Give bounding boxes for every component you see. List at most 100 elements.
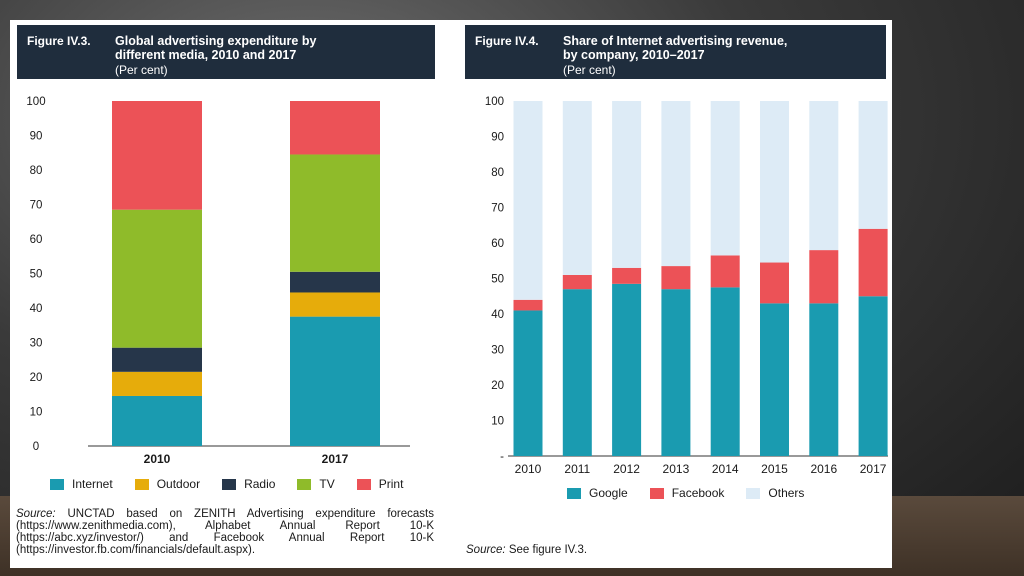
- legend-item-tv: TV: [297, 477, 335, 491]
- figure-iv4-number: Figure IV.4.: [475, 34, 539, 48]
- internet-revenue-legend: Google Facebook Others: [567, 486, 826, 500]
- legend-item-internet: Internet: [50, 477, 113, 491]
- x-tick-label: 2016: [810, 462, 837, 475]
- bar-outdoor-2017: [290, 292, 380, 317]
- legend-item-facebook: Facebook: [649, 486, 725, 500]
- x-tick-label: 2017: [860, 462, 887, 475]
- legend-label: Print: [378, 477, 404, 491]
- x-tick-label: 2015: [761, 462, 788, 475]
- advertising-media-chart: 0 10 20 30 40 50 60 70 80 90 100 2010 2017: [26, 96, 410, 466]
- figure-iv3-title: Global advertising expenditure by differ…: [115, 34, 415, 62]
- legend-swatch: [222, 478, 237, 490]
- bar-radio-2010: [112, 347, 202, 372]
- figure-iv4-header: Figure IV.4. Share of Internet advertisi…: [465, 25, 886, 79]
- legend-label: Outdoor: [156, 477, 201, 491]
- legend-label: Facebook: [671, 486, 725, 500]
- bar-google-2017: [858, 296, 888, 456]
- legend-item-print: Print: [356, 477, 404, 491]
- figure-iv3-number: Figure IV.3.: [27, 34, 91, 48]
- bar-facebook-2015: [760, 262, 789, 304]
- y-tick-label: 100: [485, 96, 504, 108]
- legend-label: Others: [768, 486, 805, 500]
- legend-swatch: [50, 478, 64, 490]
- figure-iv3-title-line1: Global advertising expenditure by: [115, 34, 317, 48]
- bar-others-2010: [513, 101, 543, 300]
- bar-internet-2010: [112, 395, 202, 446]
- x-tick-label: 2013: [663, 462, 690, 475]
- figure-iv4-title-line2: by company, 2010–2017: [563, 48, 705, 62]
- figure-iv4-title-line1: Share of Internet advertising revenue,: [563, 34, 788, 48]
- legend-item-outdoor: Outdoor: [134, 477, 201, 491]
- y-tick-label: 90: [30, 131, 43, 143]
- bar-others-2012: [612, 101, 642, 268]
- figure-iv3-title-line2: different media, 2010 and 2017: [115, 48, 297, 62]
- figure-iv4-source: Source: See figure IV.3.: [466, 544, 866, 556]
- bar-others-2011: [562, 101, 592, 275]
- legend-swatch: [746, 487, 761, 499]
- legend-swatch: [297, 478, 312, 490]
- bar-google-2014: [710, 287, 740, 456]
- y-tick-label: 70: [30, 200, 43, 212]
- y-tick-label: 100: [26, 96, 45, 108]
- legend-label: Radio: [244, 477, 276, 491]
- x-tick-label: 2017: [322, 452, 349, 466]
- y-tick-label: 20: [491, 380, 504, 392]
- x-tick-label: 2011: [564, 462, 590, 475]
- figure-iv4-title: Share of Internet advertising revenue, b…: [563, 34, 863, 62]
- legend-label: Google: [589, 486, 628, 500]
- bar-others-2016: [809, 101, 839, 251]
- bar-tv-2010: [112, 209, 202, 348]
- figure-iv3-header: Figure IV.3. Global advertising expendit…: [17, 25, 435, 79]
- advertising-media-legend: Internet Outdoor Radio TV Print: [50, 477, 425, 491]
- bar-others-2017: [858, 101, 888, 229]
- bar-others-2014: [710, 101, 740, 256]
- y-tick-label: 50: [30, 269, 43, 281]
- legend-swatch: [356, 478, 371, 490]
- legend-swatch: [649, 487, 664, 499]
- figure-iv3-source-text: UNCTAD based on ZENITH Advertising expen…: [16, 508, 434, 556]
- y-tick-label: 40: [30, 303, 43, 315]
- bar-facebook-2016: [809, 250, 839, 304]
- bar-others-2013: [661, 101, 691, 267]
- figure-iv4-subtitle: (Per cent): [563, 63, 616, 77]
- x-tick-label: 2012: [613, 462, 640, 475]
- legend-label: Internet: [72, 477, 113, 491]
- y-tick-label: 40: [491, 309, 504, 321]
- figure-iv3-subtitle: (Per cent): [115, 63, 168, 77]
- bar-facebook-2013: [661, 266, 691, 290]
- bar-google-2015: [760, 303, 789, 456]
- y-tick-label: 20: [30, 372, 43, 384]
- y-tick-label: 10: [491, 416, 504, 428]
- y-tick-label: 30: [491, 345, 504, 357]
- x-tick-label: 2014: [712, 462, 739, 475]
- y-tick-label: 80: [491, 167, 504, 179]
- bar-facebook-2012: [612, 267, 642, 284]
- y-tick-label: 10: [30, 407, 43, 419]
- y-tick-label: 80: [30, 165, 43, 177]
- bar-google-2010: [513, 310, 543, 456]
- legend-swatch: [567, 487, 581, 499]
- bar-google-2011: [562, 289, 592, 456]
- legend-item-google: Google: [567, 486, 628, 500]
- x-tick-label: 2010: [515, 462, 542, 475]
- figure-iv3-source: Source: UNCTAD based on ZENITH Advertisi…: [16, 508, 434, 556]
- y-tick-label: 30: [30, 338, 43, 350]
- x-tick-label: 2010: [144, 452, 171, 466]
- y-tick-label: 50: [491, 274, 504, 286]
- bar-google-2016: [809, 303, 839, 456]
- bar-facebook-2011: [562, 274, 592, 290]
- bar-print-2010: [112, 101, 202, 210]
- figure-iv3-source-label: Source:: [16, 508, 56, 520]
- internet-revenue-share-chart: - 10 20 30 40 50 60 70 80 90 100 2010 2011 2012 2013 20…: [485, 96, 888, 475]
- bar-facebook-2017: [858, 228, 888, 297]
- y-tick-label: 0: [33, 441, 39, 453]
- bar-internet-2017: [290, 316, 380, 446]
- bar-google-2012: [612, 283, 642, 456]
- figure-iv4-source-text: See figure IV.3.: [508, 544, 588, 556]
- legend-label: TV: [319, 477, 335, 491]
- bar-others-2015: [760, 101, 789, 263]
- bar-google-2013: [661, 289, 691, 456]
- y-tick-label: 90: [491, 132, 504, 144]
- bar-tv-2017: [290, 154, 380, 272]
- bar-radio-2017: [290, 271, 380, 293]
